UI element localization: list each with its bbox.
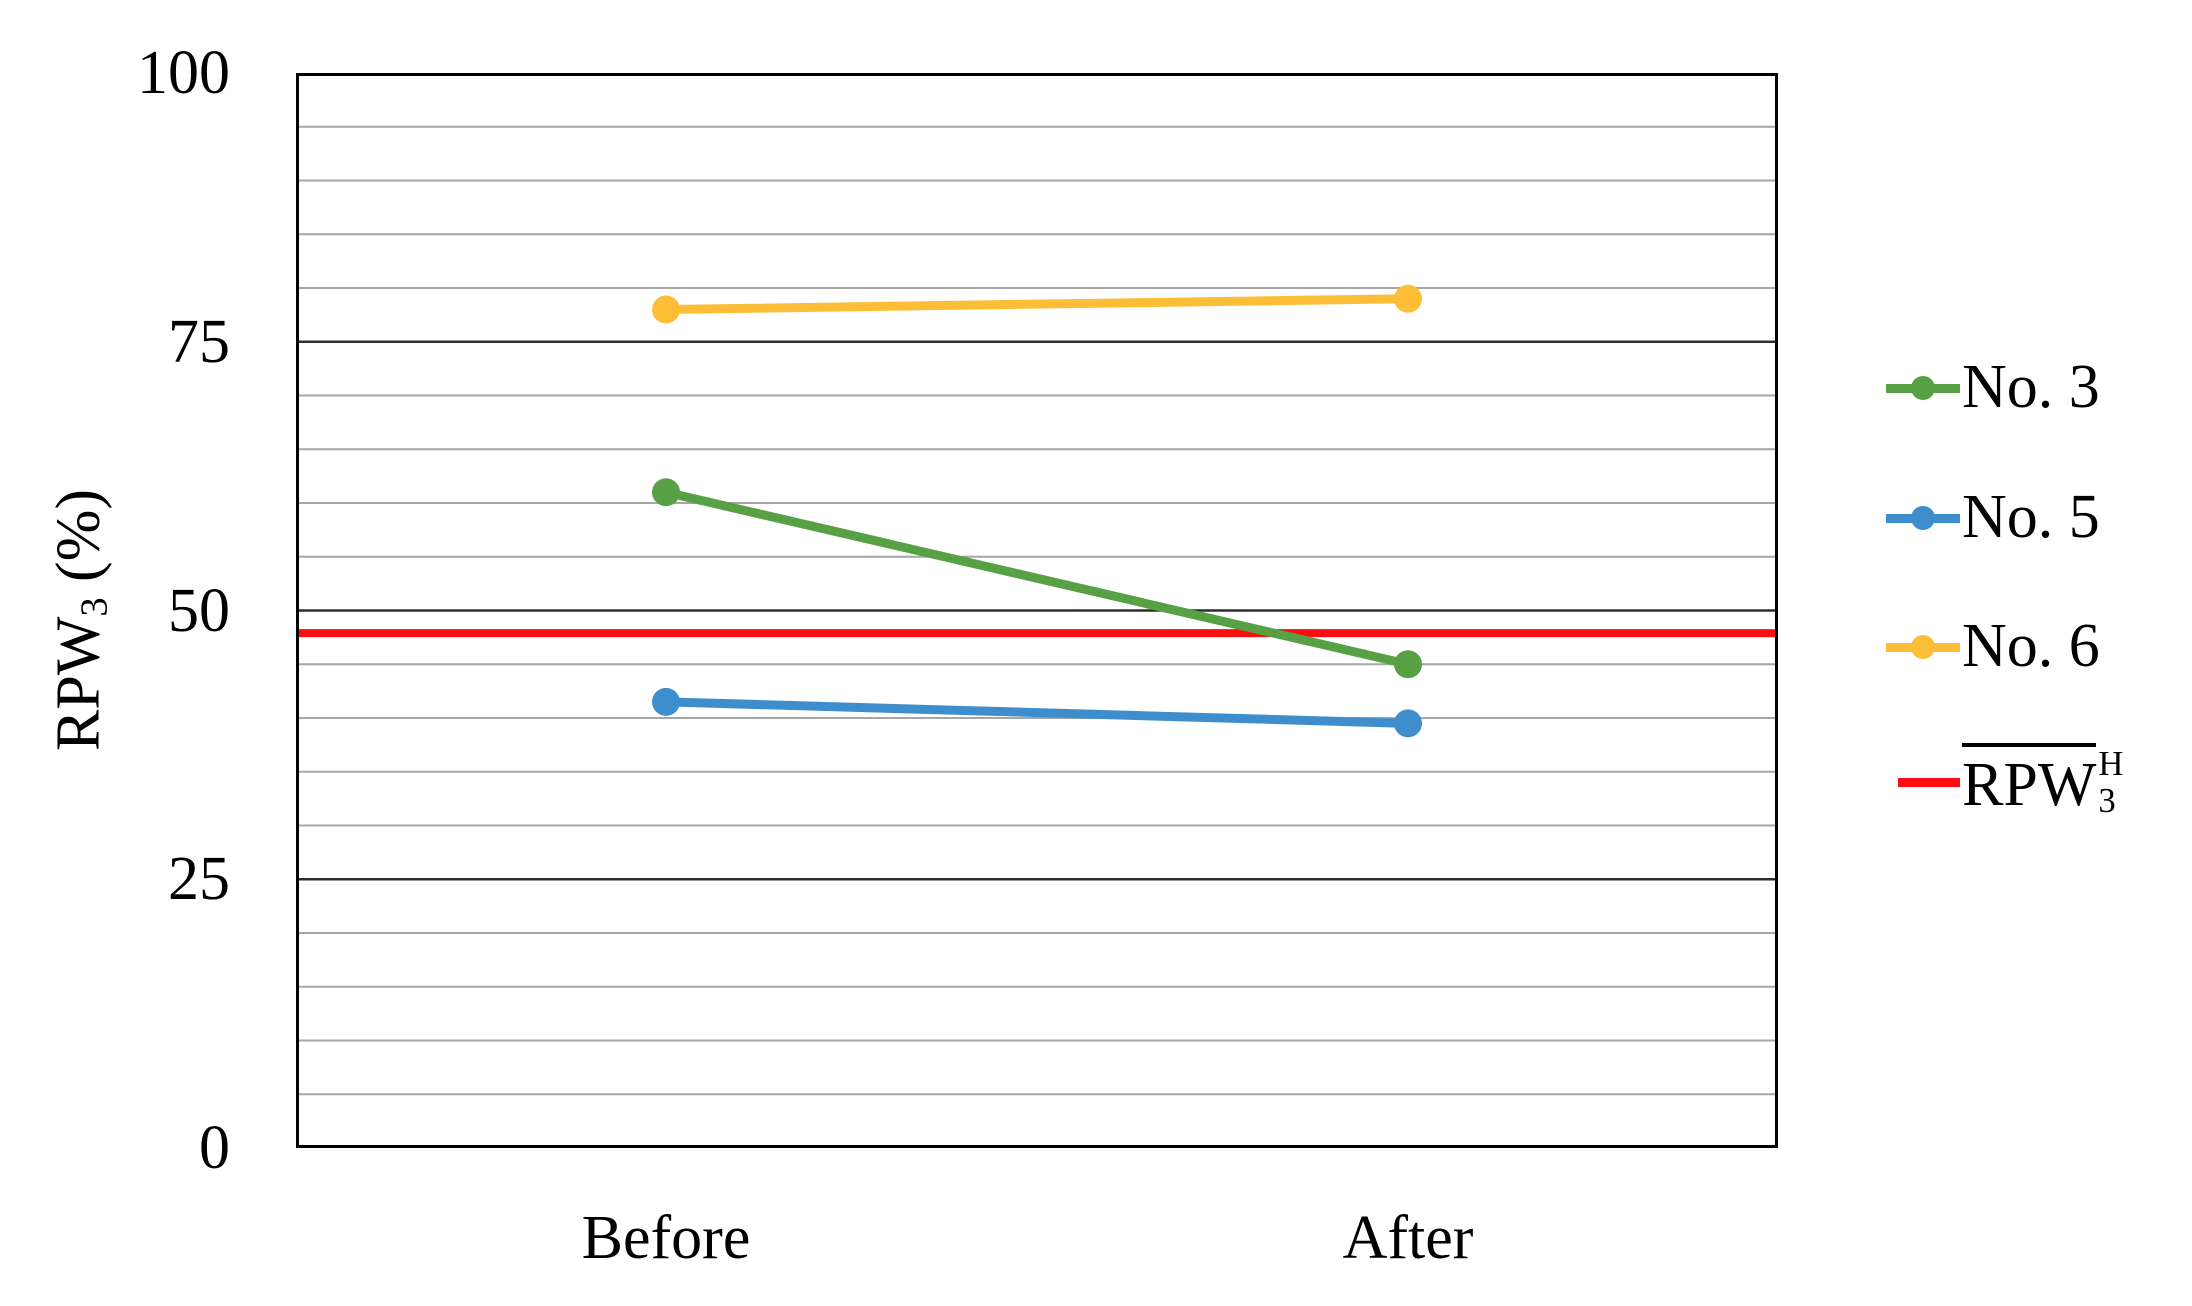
reference-label-subscript: 3: [2098, 781, 2116, 821]
y-tick-label: 50: [168, 576, 230, 645]
reference-label-superscript: H: [2098, 743, 2124, 783]
legend-line-swatch: [1886, 376, 1960, 400]
data-point-no-6-after: [1394, 284, 1422, 313]
data-point-no-5-after: [1394, 709, 1422, 738]
legend-line-swatch: [1886, 635, 1960, 659]
legend-marker-dot: [1911, 506, 1935, 530]
series-line-no-6: [661, 294, 1413, 314]
series-line-no-5: [661, 697, 1413, 728]
plot-border: [296, 73, 1778, 1148]
legend-marker-dot: [1911, 635, 1935, 659]
legend-label: No. 5: [1962, 483, 2100, 552]
x-axis-category-label: Before: [581, 1204, 751, 1272]
data-point-no-3-after: [1394, 650, 1422, 679]
data-point-no-5-before: [652, 687, 680, 716]
y-tick-label: 75: [168, 307, 230, 376]
data-point-no-3-before: [652, 478, 680, 507]
legend-item: No. 3: [1886, 348, 2100, 428]
legend-item: RPW H 3: [1886, 742, 2123, 822]
legend-line-swatch: [1886, 777, 1960, 787]
legend-label: No. 3: [1962, 353, 2100, 422]
series-line-no-3: [661, 487, 1413, 669]
legend-line: [1898, 777, 1960, 787]
legend-line-swatch: [1886, 506, 1960, 530]
plot-area: [296, 73, 1778, 1148]
legend-item: No. 5: [1886, 478, 2100, 558]
reference-label-overline-text: RPW: [1962, 742, 2097, 821]
legend-marker-dot: [1911, 376, 1935, 400]
x-axis-category-label: After: [1342, 1204, 1474, 1272]
y-tick-label: 0: [199, 1114, 230, 1182]
legend-label: No. 6: [1962, 612, 2100, 681]
legend-label: RPW H 3: [1962, 742, 2123, 821]
chart-canvas: [296, 73, 1778, 1148]
y-tick-label: 25: [168, 845, 230, 914]
y-tick-label: 100: [137, 39, 230, 107]
data-point-no-6-before: [652, 295, 680, 324]
legend-item: No. 6: [1886, 607, 2100, 687]
